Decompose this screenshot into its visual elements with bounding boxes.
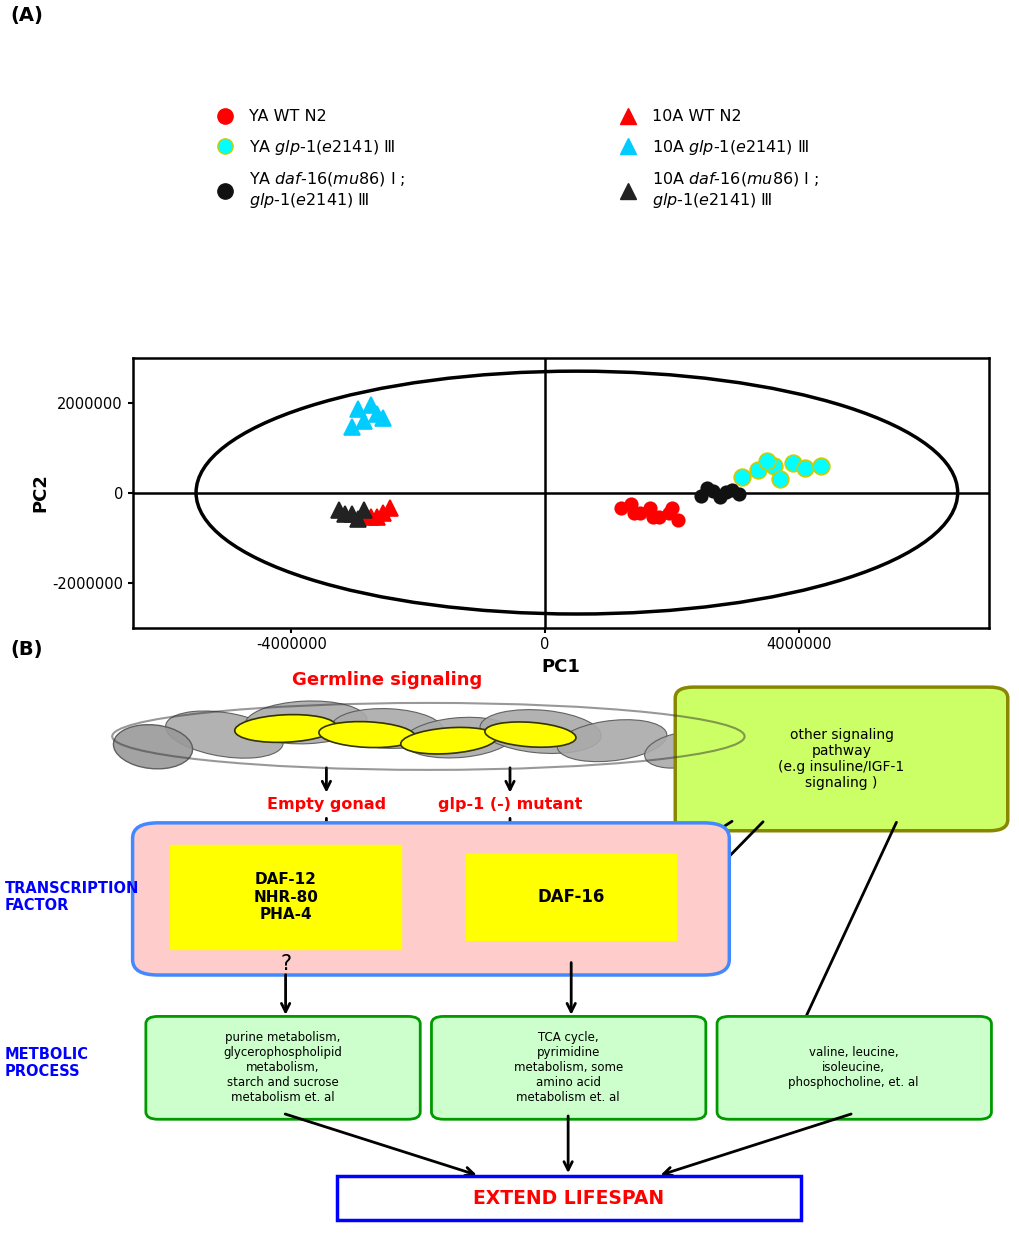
Ellipse shape (331, 709, 443, 748)
Text: TCA cycle,
pyrimidine
metabolism, some
amino acid
metabolism et. al: TCA cycle, pyrimidine metabolism, some a… (513, 1032, 623, 1104)
Text: Empty gonad: Empty gonad (267, 797, 385, 812)
FancyBboxPatch shape (132, 823, 729, 975)
Text: TRANSCRIPTION
FACTOR: TRANSCRIPTION FACTOR (5, 881, 140, 914)
Text: glp-1 (-) mutant: glp-1 (-) mutant (437, 797, 582, 812)
Text: other signaling
pathway
(e.g insuline/IGF-1
signaling ): other signaling pathway (e.g insuline/IG… (777, 728, 904, 791)
Text: (A): (A) (10, 6, 43, 25)
Ellipse shape (319, 722, 415, 748)
Text: METBOLIC
PROCESS: METBOLIC PROCESS (5, 1047, 89, 1079)
Ellipse shape (644, 732, 721, 768)
FancyBboxPatch shape (170, 846, 400, 950)
Legend: 10A WT N2, 10A $glp$-$1(e2141)$ Ⅲ, 10A $daf$-$16(mu86)$ Ⅰ ;
$glp$-$1(e2141)$ Ⅲ: 10A WT N2, 10A $glp$-$1(e2141)$ Ⅲ, 10A $… (611, 109, 818, 211)
Text: valine, leucine,
isoleucine,
phosphocholine, et. al: valine, leucine, isoleucine, phosphochol… (788, 1045, 918, 1089)
FancyBboxPatch shape (716, 1017, 990, 1119)
Ellipse shape (165, 712, 283, 758)
Text: EXTEND LIFESPAN: EXTEND LIFESPAN (472, 1188, 663, 1207)
Ellipse shape (710, 750, 757, 774)
Ellipse shape (480, 709, 600, 753)
Y-axis label: PC2: PC2 (31, 473, 49, 512)
Ellipse shape (234, 714, 336, 743)
X-axis label: PC1: PC1 (541, 658, 580, 675)
Ellipse shape (400, 728, 496, 754)
Ellipse shape (404, 718, 514, 758)
Text: ?: ? (280, 954, 290, 974)
Ellipse shape (245, 702, 367, 744)
Text: DAF-16: DAF-16 (537, 889, 604, 906)
Text: (B): (B) (10, 640, 43, 659)
Text: DAF-12
NHR-80
PHA-4: DAF-12 NHR-80 PHA-4 (253, 872, 318, 922)
Ellipse shape (484, 722, 576, 747)
Text: purine metabolism,
glycerophospholipid
metabolism,
starch and sucrose
metabolism: purine metabolism, glycerophospholipid m… (223, 1032, 341, 1104)
FancyBboxPatch shape (146, 1017, 420, 1119)
FancyBboxPatch shape (431, 1017, 705, 1119)
FancyBboxPatch shape (336, 1176, 800, 1220)
Ellipse shape (113, 724, 193, 769)
Ellipse shape (556, 719, 666, 762)
Text: Germline signaling: Germline signaling (292, 671, 482, 689)
FancyBboxPatch shape (675, 686, 1007, 831)
FancyBboxPatch shape (466, 855, 676, 940)
